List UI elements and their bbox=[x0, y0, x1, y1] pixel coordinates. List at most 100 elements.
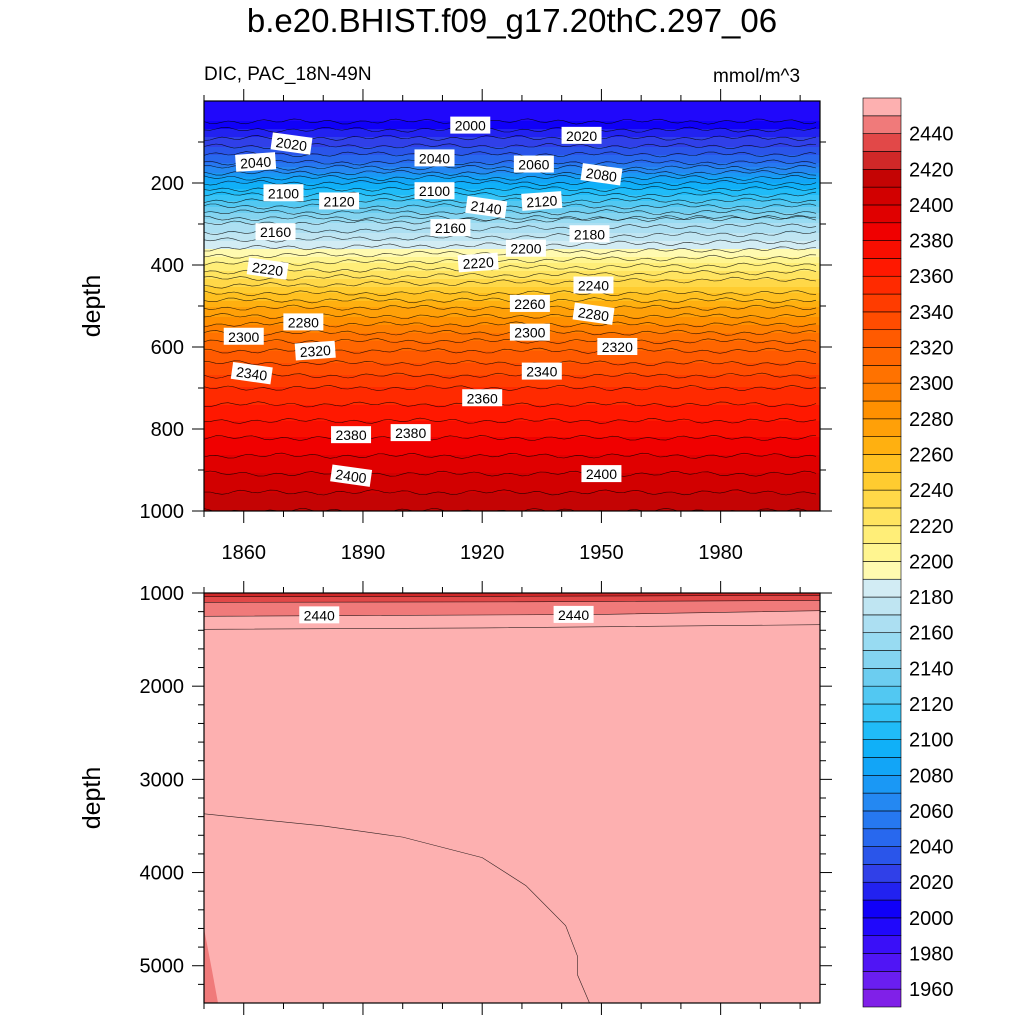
contour-label: 2060 bbox=[513, 155, 554, 173]
colorbar-label: 2040 bbox=[909, 837, 954, 859]
colorbar-box bbox=[862, 668, 902, 687]
colorbar-label: 2000 bbox=[909, 908, 954, 930]
y-tick-label: 1000 bbox=[140, 583, 185, 605]
x-tick-label: 1980 bbox=[698, 542, 743, 564]
contour-label-text: 2160 bbox=[435, 220, 466, 236]
colorbar-box bbox=[862, 881, 902, 901]
contour-label-box bbox=[294, 340, 336, 361]
colorbar-box bbox=[862, 436, 902, 455]
colorbar-label: 2320 bbox=[909, 338, 954, 360]
contour-label-box bbox=[581, 465, 622, 483]
colorbar-box bbox=[862, 650, 902, 669]
contour-label: 2320 bbox=[294, 340, 336, 361]
colorbar-box bbox=[862, 311, 902, 331]
contour-label-text: 2020 bbox=[566, 128, 597, 144]
colorbar-box bbox=[862, 454, 902, 473]
colorbar-box bbox=[862, 222, 902, 241]
colorbar-box bbox=[862, 774, 902, 794]
contour-label-box bbox=[230, 361, 273, 385]
colorbar-label: 1960 bbox=[909, 979, 954, 1001]
contour-line bbox=[204, 372, 817, 379]
colorbar-box bbox=[862, 614, 902, 634]
contour-label-text: 2040 bbox=[240, 153, 272, 171]
contour-label-box bbox=[414, 182, 455, 200]
colorbar-box bbox=[862, 739, 902, 758]
colorbar-box bbox=[862, 846, 902, 865]
contour-label: 2160 bbox=[430, 219, 471, 237]
colorbar-box bbox=[862, 953, 902, 972]
lower-filled-contours bbox=[204, 593, 820, 1003]
contour-label: 2040 bbox=[414, 149, 455, 167]
contour-line bbox=[204, 276, 817, 289]
contour-label-text: 2340 bbox=[235, 364, 268, 384]
contour-label-text: 2320 bbox=[299, 342, 331, 360]
contour-line bbox=[204, 595, 820, 598]
contour-line bbox=[204, 230, 817, 243]
colorbar-label: 2180 bbox=[909, 587, 954, 609]
lower-x-axis bbox=[203, 581, 801, 1015]
contour-line bbox=[204, 434, 817, 441]
contour-line bbox=[204, 126, 817, 133]
contour-label: 2140 bbox=[465, 195, 508, 219]
contour-label: 2340 bbox=[521, 362, 562, 380]
contour-label-text: 2240 bbox=[578, 278, 609, 294]
contour-label: 2100 bbox=[263, 184, 304, 202]
contour-label-text: 2180 bbox=[574, 226, 605, 242]
contour-label-box bbox=[573, 276, 614, 294]
colorbar-box bbox=[862, 418, 902, 437]
colorbar-label: 2020 bbox=[909, 872, 954, 894]
contour-label-box bbox=[270, 132, 313, 155]
contour-label: 2300 bbox=[223, 327, 264, 345]
contour-label-box bbox=[430, 219, 471, 237]
contour-label-text: 2020 bbox=[275, 134, 308, 154]
colorbar-box bbox=[862, 917, 902, 937]
lower-y-axis-title: depth bbox=[78, 767, 106, 830]
contour-label-text: 2300 bbox=[228, 329, 259, 345]
x-tick-label: 1920 bbox=[460, 542, 505, 564]
contour-label: 2100 bbox=[414, 182, 455, 200]
colorbar-box bbox=[862, 507, 902, 527]
contour-label: 2440 bbox=[553, 605, 594, 623]
colorbar-box bbox=[862, 757, 902, 776]
colorbar-box bbox=[862, 240, 902, 259]
colorbar-box bbox=[862, 899, 902, 919]
contour-line bbox=[204, 151, 817, 158]
contour-label-box bbox=[462, 389, 503, 407]
contour-label: 2160 bbox=[255, 223, 296, 241]
contour-label-text: 2100 bbox=[419, 183, 450, 199]
contour-label: 2360 bbox=[462, 389, 503, 407]
colorbar-label: 2200 bbox=[909, 551, 954, 573]
lower-panel: 2440 2440 1000 2000 3000 4000 5000 depth bbox=[78, 581, 832, 1015]
contour-line bbox=[204, 290, 817, 297]
y-tick-label: 800 bbox=[151, 419, 184, 441]
contour-label-box bbox=[513, 155, 554, 173]
colorbar-box bbox=[862, 97, 902, 117]
colorbar-label: 2220 bbox=[909, 516, 954, 538]
colorbar-label: 2140 bbox=[909, 658, 954, 680]
contour-label-text: 2200 bbox=[510, 241, 541, 257]
contour-label-text: 2280 bbox=[288, 314, 319, 330]
colorbar-box bbox=[862, 382, 902, 402]
contour-label-text: 2080 bbox=[585, 165, 618, 185]
contour-label-text: 2060 bbox=[518, 157, 549, 173]
colorbar-box bbox=[862, 258, 902, 277]
contour-line bbox=[204, 262, 817, 275]
colorbar-box bbox=[862, 115, 902, 134]
contour-label-text: 2000 bbox=[455, 118, 486, 134]
contour-label-text: 2300 bbox=[514, 325, 545, 341]
contour-line bbox=[204, 197, 817, 204]
colorbar-label: 2280 bbox=[909, 409, 954, 431]
colorbar-box bbox=[862, 489, 902, 509]
contour-label: 2400 bbox=[330, 464, 373, 487]
contour-line bbox=[204, 159, 817, 166]
contour-label-text: 2100 bbox=[268, 185, 299, 201]
contour-line bbox=[204, 209, 817, 216]
colorbar-label: 2260 bbox=[909, 444, 954, 466]
contour-label: 2220 bbox=[457, 252, 499, 273]
contour-line bbox=[204, 417, 817, 424]
contour-line bbox=[204, 360, 817, 367]
colorbar-box bbox=[862, 810, 902, 830]
contour-label: 2400 bbox=[581, 465, 622, 483]
